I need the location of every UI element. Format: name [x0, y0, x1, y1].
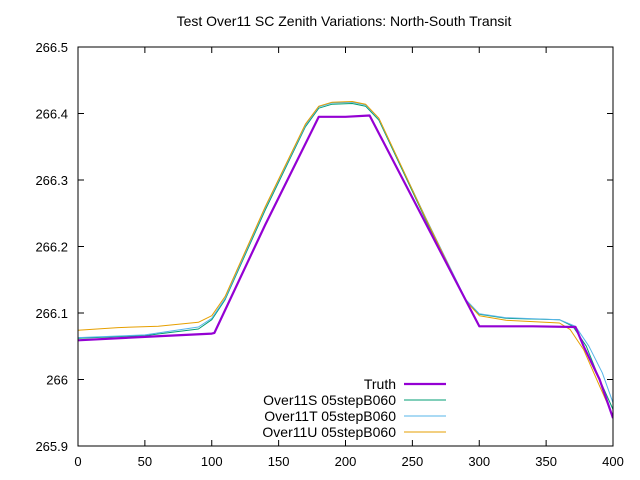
x-tick-label: 0: [74, 454, 81, 469]
y-tick-label: 266.2: [35, 240, 68, 255]
series-line-truth: [78, 114, 613, 419]
x-tick-label: 100: [201, 454, 223, 469]
series-line-over11u-05stepb060: [78, 101, 613, 417]
y-tick-label: 266: [46, 373, 68, 388]
x-tick-label: 350: [535, 454, 557, 469]
chart-title: Test Over11 SC Zenith Variations: North-…: [177, 13, 512, 29]
legend-label: Over11U 05stepB060: [262, 424, 396, 440]
y-tick-label: 266.3: [35, 173, 68, 188]
legend-label: Over11T 05stepB060: [264, 408, 396, 424]
legend-label: Over11S 05stepB060: [263, 392, 396, 408]
y-tick-label: 266.1: [35, 306, 68, 321]
x-tick-label: 400: [602, 454, 624, 469]
x-tick-label: 250: [402, 454, 424, 469]
y-tick-label: 265.9: [35, 439, 68, 454]
series-line-over11t-05stepb060: [78, 101, 613, 403]
x-tick-label: 50: [138, 454, 152, 469]
legend-label: Truth: [364, 376, 396, 392]
x-tick-label: 300: [468, 454, 490, 469]
series-layer: [78, 101, 613, 419]
x-tick-label: 200: [335, 454, 357, 469]
y-tick-label: 266.5: [35, 40, 68, 55]
plot-frame: [77, 46, 614, 447]
x-tick-label: 150: [268, 454, 290, 469]
series-line-over11s-05stepb060: [78, 103, 613, 410]
ticks-layer: 0 50 100 150 200 250 300 350 400 265.9 266 266.1 266…: [35, 40, 623, 469]
y-tick-label: 266.4: [35, 107, 68, 122]
